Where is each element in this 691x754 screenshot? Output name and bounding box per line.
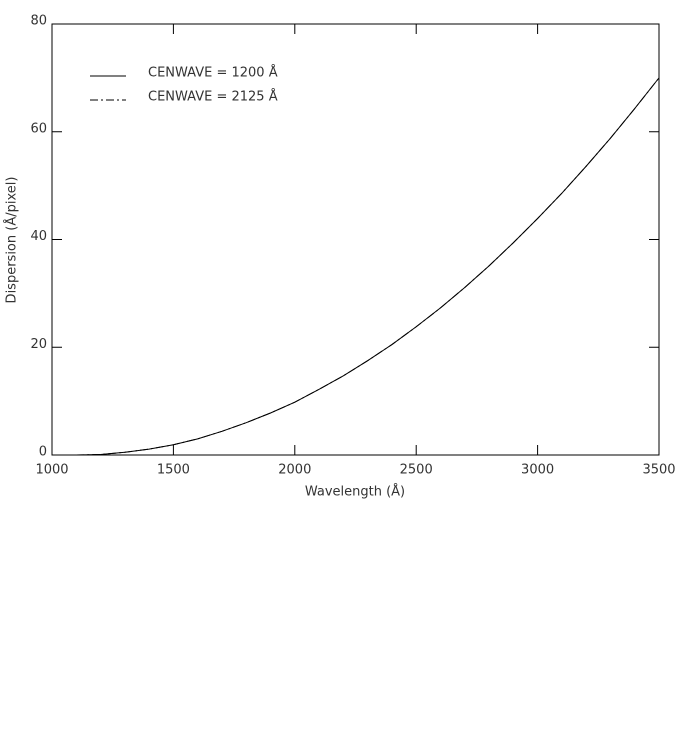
- y-tick-label: 40: [30, 229, 47, 244]
- data-line: [76, 77, 660, 456]
- data-line: [76, 77, 660, 456]
- legend-label: CENWAVE = 2125 Å: [148, 89, 278, 105]
- y-tick-label: 80: [30, 14, 47, 29]
- x-tick-label: 2500: [400, 463, 433, 478]
- y-tick-label: 20: [30, 337, 47, 352]
- x-tick-label: 1000: [35, 463, 68, 478]
- plot-frame: [51, 23, 660, 456]
- x-tick-label: 1500: [157, 463, 190, 478]
- legend-label: CENWAVE = 1200 Å: [148, 65, 278, 81]
- x-axis-label: Wavelength (Å): [305, 484, 405, 500]
- x-tick-label: 3500: [642, 463, 675, 478]
- y-tick-label: 0: [39, 445, 47, 460]
- y-tick-label: 60: [30, 121, 47, 136]
- x-tick-label: 3000: [521, 463, 554, 478]
- y-axis-label: Dispersion (Å/pixel): [4, 177, 20, 304]
- x-tick-label: 2000: [278, 463, 311, 478]
